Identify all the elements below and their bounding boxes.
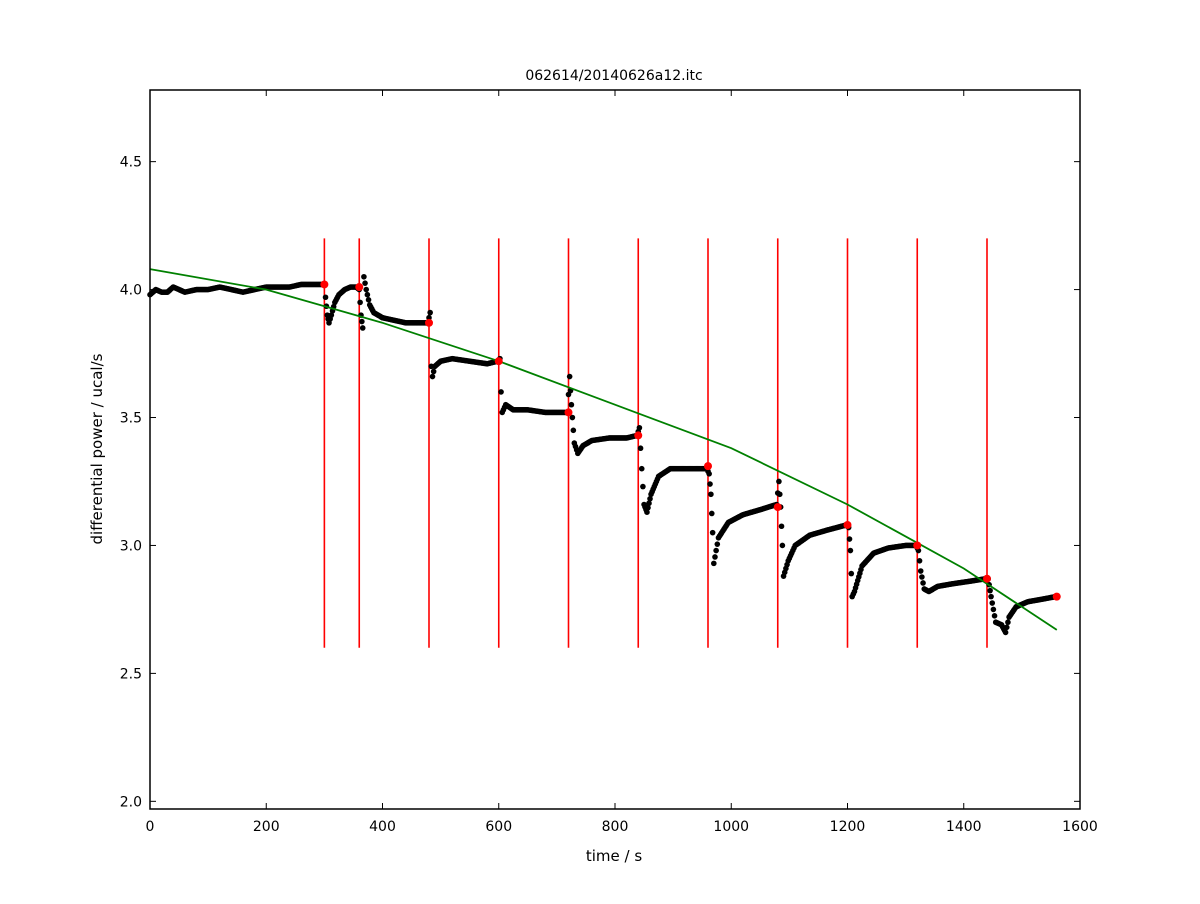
y-axis-label: differential power / ucal/s: [88, 353, 106, 544]
baseline-marker: [983, 574, 991, 583]
signal-point: [779, 542, 786, 549]
signal-point: [569, 414, 576, 421]
signal-point: [711, 560, 717, 567]
x-axis-label: time / s: [586, 847, 642, 865]
signal-point: [776, 478, 782, 485]
baseline-marker: [425, 318, 433, 327]
x-tick-label: 400: [369, 819, 396, 835]
signal-point: [637, 445, 644, 452]
signal-point: [498, 389, 504, 395]
baseline-marker: [320, 280, 329, 289]
signal-point: [357, 299, 363, 306]
signal-point: [1005, 619, 1011, 626]
signal-point: [1002, 629, 1009, 636]
signal-point: [988, 593, 994, 600]
signal-point: [430, 368, 437, 375]
signal-point: [322, 294, 329, 301]
signal-point: [708, 491, 714, 498]
signal-point: [707, 481, 713, 487]
signal-point: [359, 318, 365, 325]
x-tick-label: 1600: [1062, 819, 1098, 835]
baseline-marker: [1052, 592, 1061, 601]
plot-area: [147, 238, 1061, 648]
baseline-marker: [913, 541, 922, 550]
signal-point: [646, 500, 652, 507]
signal-point: [846, 536, 853, 542]
signal-point: [990, 606, 997, 613]
signal-point: [570, 427, 577, 434]
signal-point: [916, 558, 923, 564]
signal-point: [566, 373, 573, 380]
signal-point: [708, 510, 715, 517]
x-tick-label: 1000: [713, 819, 749, 835]
signal-point: [645, 504, 651, 511]
x-tick-label: 0: [146, 819, 155, 835]
signal-point: [429, 373, 436, 380]
signal-point: [362, 280, 368, 286]
baseline-fit-line: [149, 268, 1058, 631]
signal-point: [1003, 624, 1010, 631]
signal-point: [714, 541, 721, 547]
baseline-marker: [494, 357, 503, 366]
baseline-marker: [564, 408, 573, 417]
signal-point: [361, 273, 367, 280]
axis-ticks: 0 200 400 600 800 1000 1200 1400 1600 2.0 2.5 3.0 3.…: [120, 90, 1098, 835]
x-tick-label: 1200: [830, 819, 866, 835]
signal-point: [638, 465, 645, 472]
y-tick-label: 2.5: [120, 666, 142, 682]
x-tick-label: 1400: [946, 819, 982, 835]
baseline-marker: [704, 462, 712, 471]
x-tick-label: 200: [253, 819, 280, 835]
baseline-marker: [843, 520, 852, 529]
baseline-marker: [773, 503, 782, 512]
signal-point: [987, 587, 993, 594]
signal-point: [848, 570, 855, 577]
signal-point: [359, 325, 366, 331]
signal-point: [427, 309, 433, 316]
baseline-marker: [634, 431, 643, 440]
signal-point: [991, 613, 998, 619]
signal-point: [328, 312, 335, 318]
signal-point: [989, 600, 996, 606]
signal-point: [776, 491, 783, 498]
baseline-marker: [355, 283, 364, 292]
signal-point: [847, 547, 854, 554]
x-tick-label: 800: [602, 819, 629, 835]
signal-point: [920, 580, 926, 586]
signal-point: [636, 424, 643, 431]
signal-point: [778, 523, 785, 530]
y-tick-label: 4.5: [120, 155, 142, 171]
signal-point: [706, 471, 712, 477]
signal-point: [917, 568, 924, 574]
signal-point: [713, 547, 719, 554]
signal-point: [644, 509, 650, 515]
y-tick-label: 2.0: [120, 794, 142, 810]
x-tick-label: 600: [485, 819, 512, 835]
signal-point: [712, 554, 718, 560]
signal-point: [363, 286, 370, 293]
signal-point: [364, 291, 371, 298]
signal-point: [647, 495, 653, 502]
signal-point: [568, 401, 575, 408]
y-tick-label: 3.5: [120, 411, 142, 427]
signal-point: [640, 483, 646, 490]
signal-point: [919, 574, 925, 580]
signal-point: [709, 529, 716, 536]
y-tick-label: 4.0: [120, 283, 142, 299]
signal-point: [365, 297, 372, 303]
y-tick-label: 3.0: [120, 538, 142, 554]
chart-title: 062614/20140626a12.itc: [525, 68, 702, 84]
